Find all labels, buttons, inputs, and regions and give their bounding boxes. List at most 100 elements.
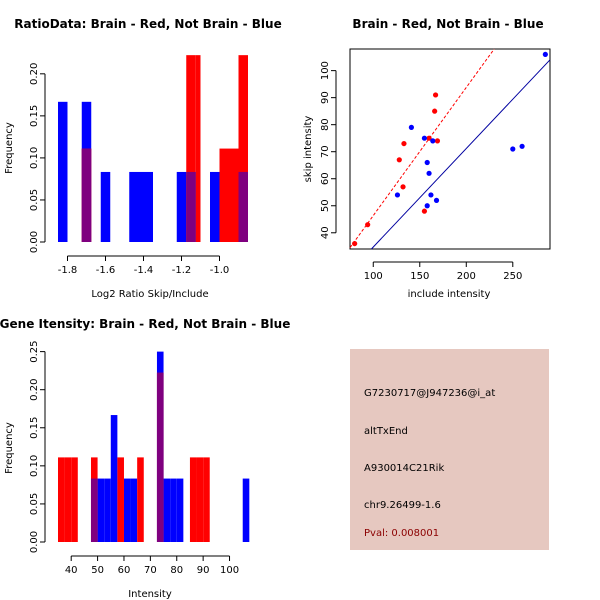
ratio-histogram-ylabel: Frequency — [4, 122, 15, 174]
gene-histogram-y-tick-label: 0.00 — [29, 531, 40, 553]
gene-histogram-x-tick-label: 60 — [118, 565, 131, 576]
scatter-ylabel: skip intensity — [303, 116, 314, 183]
gene-histogram-bar-not-brain — [170, 478, 177, 542]
ratio-histogram-bar-brain — [229, 148, 239, 242]
ratio-histogram-bar-overlap — [81, 148, 92, 242]
gene-histogram-bar-not-brain — [242, 478, 250, 542]
gene-histogram-y-tick-label: 0.20 — [29, 379, 40, 401]
info-event-type: altTxEnd — [364, 426, 408, 437]
scatter-point-not-brain — [408, 124, 414, 130]
intensity-scatter-panel: Brain - Red, Not Brain - Blue 100 150 200 2… — [303, 17, 551, 300]
ratio-histogram-panel: RatioData: Brain - Red, Not Brain - Blue… — [4, 17, 282, 300]
scatter-point-brain — [421, 208, 428, 214]
gene-histogram-bar-brain — [71, 457, 78, 542]
ratio-histogram-x-tick-label: -1.6 — [96, 265, 116, 276]
info-pval: Pval: 0.008001 — [364, 528, 439, 539]
scatter-point-not-brain — [424, 203, 430, 209]
scatter-y-tick-label: 50 — [320, 199, 331, 212]
scatter-point-brain — [396, 157, 402, 163]
gene-histogram-bar-brain — [117, 457, 124, 542]
gene-histogram-y-tick-label: 0.05 — [29, 493, 40, 515]
scatter-y-tick-label: 80 — [320, 118, 331, 131]
scatter-point-brain — [365, 222, 371, 228]
gene-histogram-x-tick-label: 50 — [91, 565, 104, 576]
scatter-point-brain — [434, 138, 441, 144]
scatter-point-not-brain — [424, 159, 430, 166]
ratio-histogram-title: RatioData: Brain - Red, Not Brain - Blue — [14, 17, 281, 31]
gene-histogram-x-tick-label: 70 — [144, 565, 157, 576]
scatter-points — [352, 51, 548, 247]
ratio-histogram-bar-not-brain — [176, 171, 187, 242]
gene-histogram-bar-brain — [64, 457, 72, 542]
intensity-scatter-title: Brain - Red, Not Brain - Blue — [352, 17, 543, 31]
gene-histogram-bar-not-brain — [130, 478, 138, 542]
scatter-point-brain — [426, 135, 432, 141]
ratio-histogram-bar-not-brain — [210, 171, 220, 242]
gene-histogram-y-tick-label: 0.10 — [29, 455, 40, 477]
gene-histogram-bars — [58, 351, 250, 542]
scatter-y-tick-label: 100 — [320, 61, 331, 80]
scatter-point-not-brain — [510, 146, 516, 152]
ratio-histogram-bar-not-brain — [100, 171, 111, 242]
gene-histogram-bar-not-brain — [104, 478, 111, 542]
scatter-fit-line-not-brain — [371, 59, 551, 250]
scatter-point-not-brain — [430, 138, 436, 144]
scatter-y-tick-label: 40 — [320, 226, 331, 239]
gene-histogram-ylabel: Frequency — [4, 422, 15, 474]
ratio-histogram-bar-brain — [219, 148, 229, 242]
ratio-histogram-y-tick-label: 0.20 — [29, 63, 40, 85]
scatter-point-not-brain — [426, 170, 432, 176]
info-panel: G7230717@J947236@i_at altTxEnd A930014C2… — [350, 349, 549, 550]
scatter-point-not-brain — [433, 197, 440, 203]
gene-histogram-title: Gene Itensity: Brain - Red, Not Brain - … — [0, 317, 290, 331]
ratio-histogram-bar-not-brain — [143, 171, 153, 242]
gene-histogram-bar-not-brain — [97, 478, 105, 542]
gene-histogram-y-tick-label: 0.15 — [29, 417, 40, 439]
scatter-x-tick-label: 250 — [503, 271, 522, 282]
scatter-point-brain — [432, 92, 439, 98]
gene-histogram-bar-brain — [58, 457, 65, 542]
ratio-histogram-x-tick-label: -1.0 — [210, 265, 230, 276]
gene-histogram-bar-not-brain — [123, 478, 131, 542]
scatter-point-not-brain — [394, 192, 401, 198]
gene-histogram-bar-brain — [203, 457, 210, 542]
gene-histogram-x-tick-label: 80 — [170, 565, 183, 576]
scatter-axes: 100 150 200 250 40 50 60 70 80 90 100 — [320, 61, 522, 282]
gene-histogram-bar-not-brain — [163, 478, 171, 542]
gene-histogram-x-tick-label: 100 — [220, 565, 239, 576]
gene-histogram-bar-overlap — [156, 372, 164, 542]
scatter-x-tick-label: 200 — [457, 271, 476, 282]
scatter-point-brain — [400, 184, 406, 190]
scatter-plot-box — [349, 48, 551, 250]
ratio-histogram-bar-overlap — [238, 171, 248, 242]
gene-histogram-bar-brain — [189, 457, 197, 542]
gene-histogram-bar-brain — [196, 457, 204, 542]
scatter-y-tick-label: 60 — [320, 172, 331, 185]
info-location: chr9.26499-1.6 — [364, 500, 441, 511]
ratio-histogram-axes: -1.8 -1.6 -1.4 -1.2 -1.0 0.00 0.05 0.10 0.15 0.20 — [29, 63, 229, 276]
gene-histogram-panel: Gene Itensity: Brain - Red, Not Brain - … — [0, 317, 290, 600]
scatter-x-tick-label: 150 — [410, 271, 429, 282]
ratio-histogram-y-tick-label: 0.05 — [29, 189, 40, 211]
scatter-x-tick-label: 100 — [364, 271, 383, 282]
gene-histogram-xlabel: Intensity — [128, 589, 172, 600]
info-panel-background — [350, 349, 549, 550]
ratio-histogram-bars — [58, 55, 248, 243]
ratio-histogram-x-tick-label: -1.8 — [58, 265, 78, 276]
ratio-histogram-xlabel: Log2 Ratio Skip/Include — [91, 289, 208, 300]
scatter-point-not-brain — [421, 135, 428, 141]
ratio-histogram-x-tick-label: -1.4 — [134, 265, 154, 276]
ratio-histogram-bar-not-brain — [129, 171, 144, 242]
gene-histogram-bar-brain — [137, 457, 144, 542]
ratio-histogram-bar-not-brain — [58, 101, 68, 242]
ratio-histogram-y-tick-label: 0.00 — [29, 231, 40, 253]
gene-histogram-bar-overlap — [90, 478, 98, 542]
ratio-histogram-bar-brain — [186, 55, 196, 243]
ratio-histogram-x-tick-label: -1.2 — [172, 265, 192, 276]
info-probe-id: G7230717@J947236@i_at — [364, 388, 495, 399]
info-gene-name: A930014C21Rik — [364, 463, 444, 474]
scatter-point-not-brain — [519, 143, 525, 149]
scatter-point-brain — [432, 108, 438, 114]
scatter-xlabel: include intensity — [408, 289, 491, 300]
